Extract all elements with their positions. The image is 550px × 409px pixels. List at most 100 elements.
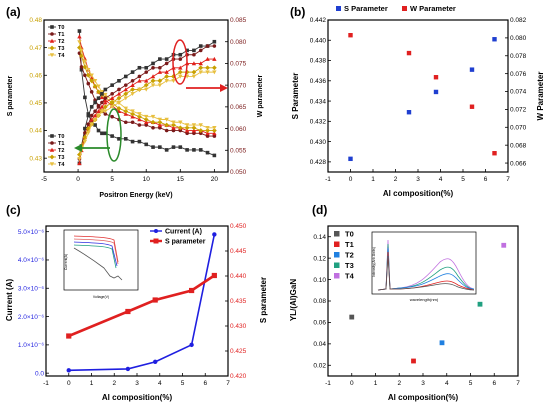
panel-a-s-point-t1 [137,123,142,127]
panel-a-legend-label: T2 [58,39,64,45]
panel-a-s-point-t1 [185,131,189,136]
panel-a-s-point-t2 [123,111,128,116]
panel-a-x-ticks: -5 0 5 10 15 20 [41,169,218,183]
panel-a-s-point-t0 [205,150,210,155]
panel-a-s-point-t3 [171,122,176,128]
panel-a-x-tick-label: -5 [41,176,47,183]
panel-c-point-s [211,272,217,279]
panel-c-y-left-tick-label: 2.0×10⁻⁶ [18,314,44,321]
panel-d-legend-marker [334,231,340,237]
panel-a-s-point-t2 [191,128,197,133]
panel-a-s-point-t1 [171,128,176,133]
panel-a-s-point-t0 [83,95,87,100]
panel-a-w-point-t3 [82,134,88,140]
panel-a-s-point-t0 [178,145,183,149]
panel-a-s-point-t4 [150,114,156,119]
panel-c-point-s [152,297,158,303]
panel-c-inset-curve-1 [73,235,119,263]
panel-b-legend: S Parameter W Parameter [336,4,456,13]
panel-a-w-point-t1 [151,65,155,70]
panel-d-xlabel: Al composition(%) [388,393,459,402]
panel-a-s-point-t4 [89,73,94,78]
panel-a-w-point-t1 [192,52,196,57]
panel-c-x-tick-label: 3 [135,380,139,387]
panel-d-inset-curve-t2 [377,247,475,291]
panel-a-s-point-t3 [150,119,156,125]
panel-b-y-right-tick-label: 0.068 [510,142,527,149]
panel-c-y-right-tick-label: 0.425 [230,348,247,355]
panel-c-point-current [125,366,131,372]
panel-a-w-point-t1 [117,87,121,92]
panel-d-legend-label: T4 [345,272,355,281]
panel-a-s-point-t0 [158,145,162,149]
panel-a-s-point-t3 [116,106,122,111]
panel-a-y-left-tick-label: 0.47 [29,45,42,52]
panel-c-legend-label: Current (A) [165,229,202,236]
panel-a-w-point-t4 [92,118,98,123]
panel-d-x-ticks: -1 0 1 2 3 4 5 6 7 [325,373,520,387]
panel-a-w-point-t3 [198,65,204,71]
panel-b-y-right-tick-label: 0.078 [510,53,527,60]
panel-a-w-point-t2 [164,69,169,74]
panel-a-s-point-t3 [77,45,82,51]
panel-d-legend-marker [334,262,340,268]
panel-c-point-current [212,232,217,237]
panel-a-s-point-t3 [143,117,149,122]
panel-a-w-point-t2 [116,91,122,96]
panel-a-x-tick-label: 20 [211,176,219,183]
panel-c-legend-marker [154,229,158,233]
panel-a-w-point-t2 [77,161,82,166]
panel-a-w-point-t1 [198,48,203,53]
panel-a-w-point-t1 [212,44,217,48]
panel-c-inset-curve-4 [73,244,117,269]
panel-a-legend-label: T3 [58,155,64,161]
panel-a-w-point-t0 [144,65,149,70]
panel-a: (a) -5 0 5 10 15 20 0.430.440.450.460.470.48 … [6,5,264,199]
panel-d-inset: wavelength(nm) Intensity(Arb.Units) [371,231,477,302]
panel-a-y-right-tick-label: 0.060 [230,126,247,133]
panel-a-w-point-t4 [89,122,94,127]
panel-a-w-point-t3 [191,69,197,75]
panel-a-legend-marker [49,53,55,58]
panel-c-point-current [66,368,71,373]
panel-b-legend-marker [402,6,407,11]
panel-b-y-left-tick-label: 0.438 [310,58,327,65]
panel-a-s-point-t3 [89,78,95,84]
panel-a-w-point-t3 [184,69,190,75]
panel-a-w-point-t3 [157,78,163,84]
panel-a-w-point-t1 [89,113,94,118]
panel-b-x-tick-label: 3 [416,176,420,183]
panel-d-point-t2 [439,340,445,346]
panel-a-w-point-t0 [100,92,104,96]
panel-d-x-tick-label: 6 [492,380,496,387]
panel-a-s-point-t4 [164,117,169,122]
panel-a-s-point-t4 [137,112,142,117]
panel-a-s-point-t3 [79,53,84,59]
panel-a-w-point-t4 [191,74,197,79]
panel-a-w-point-t2 [123,87,128,92]
panel-a-s-point-t3 [211,128,217,133]
panel-b-y-right-tick-label: 0.074 [510,89,527,96]
panel-a-w-point-t0 [117,79,121,83]
panel-c-ylabel-right: S parameter [259,277,268,323]
panel-a-x-tick-label: 5 [110,176,114,183]
panel-c-y-left-ticks: 0.0 1.0×10⁻⁶ 2.0×10⁻⁶ 3.0×10⁻⁶ 4.0×10⁻⁶ 5.0×1… [18,229,49,377]
panel-a-w-point-t1 [93,109,97,113]
panel-a-w-point-t4 [116,100,122,105]
panel-b-y-left-tick-label: 0.442 [310,17,327,24]
panel-a-y-right-tick-label: 0.070 [230,82,247,89]
panel-a-w-point-t2 [99,104,105,109]
panel-d-x-tick-label: 0 [350,380,354,387]
panel-b-y-left-ticks: 0.428 0.430 0.432 0.434 0.436 0.438 0.440 0.442 [310,17,331,166]
panel-a-y-left-tick-label: 0.46 [29,72,42,79]
panel-a-w-highlight-ellipse [172,39,188,85]
panel-a-y-left-tick-label: 0.48 [29,17,42,24]
panel-b-y-right-tick-label: 0.080 [510,35,527,42]
panel-b-point-w [492,151,497,156]
panel-a-w-point-t2 [96,109,101,113]
panel-c-x-tick-label: -1 [43,380,49,387]
panel-a-s-point-t2 [205,131,210,136]
panel-a-s-point-t4 [103,92,108,97]
panel-b-point-w [469,104,475,109]
